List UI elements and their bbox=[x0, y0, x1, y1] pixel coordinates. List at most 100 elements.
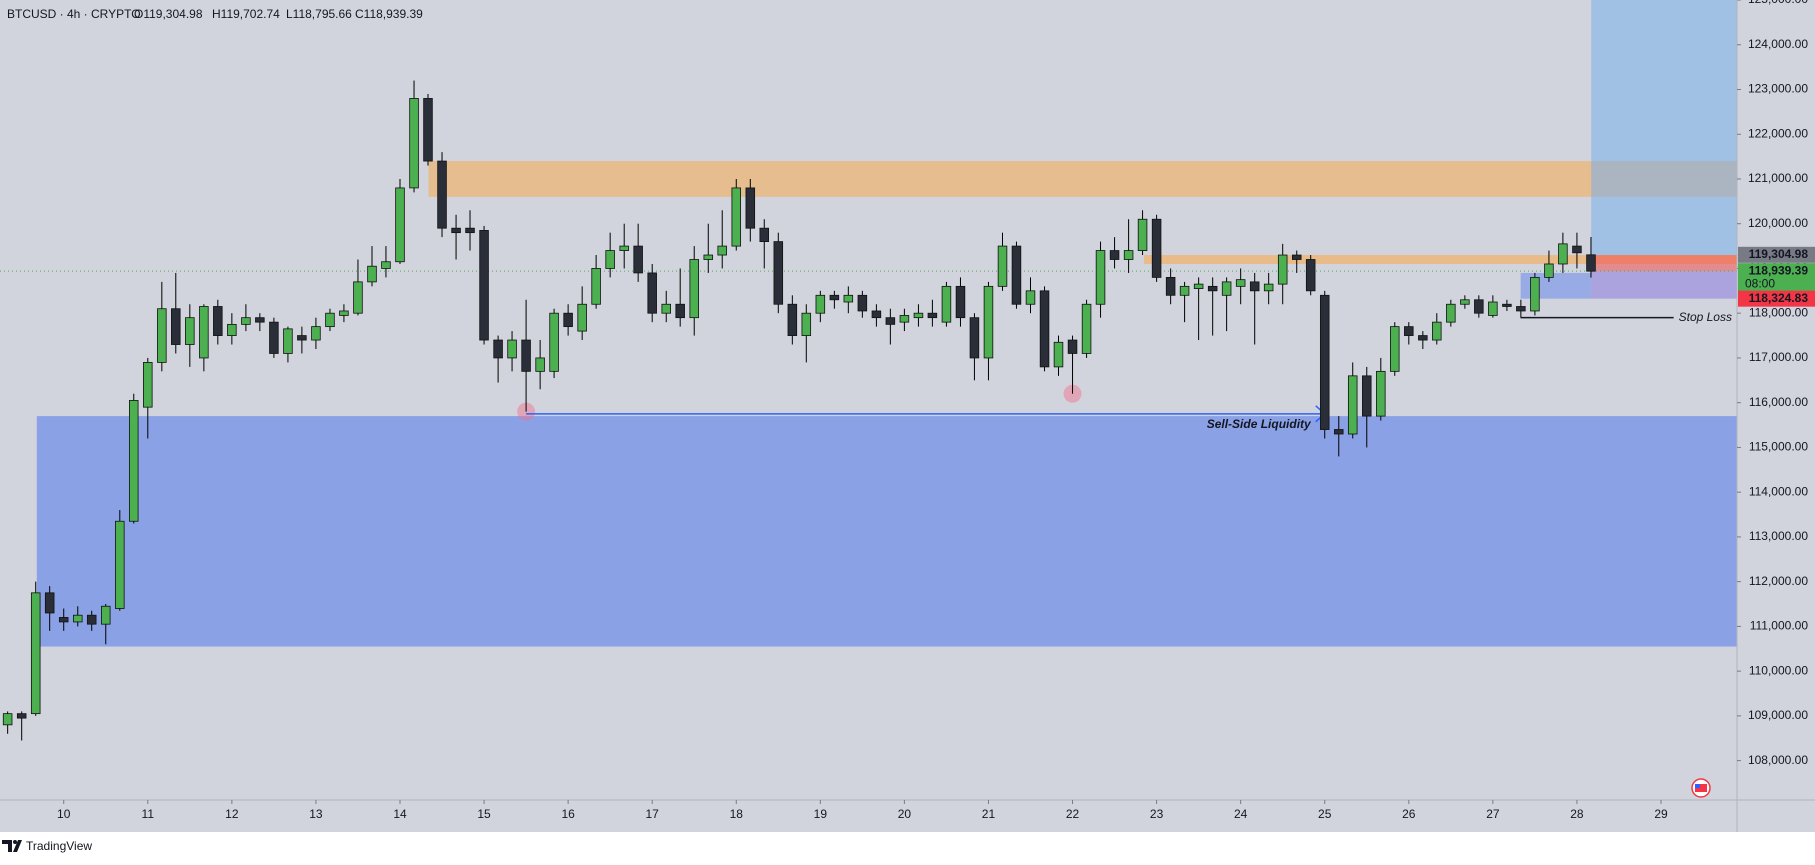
candle-body bbox=[787, 303, 798, 336]
candle-body bbox=[521, 339, 531, 372]
price-badge bbox=[1738, 246, 1815, 263]
candle-body bbox=[689, 259, 699, 319]
candle-body bbox=[703, 254, 714, 260]
candle-body bbox=[213, 306, 223, 336]
candle-body bbox=[44, 592, 55, 614]
candle-body bbox=[101, 605, 111, 625]
candle-body bbox=[1319, 294, 1330, 430]
candle-body bbox=[1109, 250, 1120, 260]
flag-canton bbox=[1695, 784, 1700, 788]
candle-body bbox=[128, 400, 139, 522]
candle-body bbox=[801, 312, 812, 336]
price-badge-label: 118,939.39 bbox=[1749, 263, 1809, 277]
candle-body bbox=[451, 227, 461, 234]
candle-body bbox=[1404, 326, 1414, 336]
candle-body bbox=[157, 308, 167, 363]
candle-body bbox=[913, 312, 924, 319]
candle-body bbox=[1067, 339, 1078, 354]
candle-body bbox=[297, 335, 307, 341]
x-tick-label: 10 bbox=[57, 807, 71, 821]
candle-body bbox=[941, 285, 952, 323]
candle-body bbox=[1474, 299, 1484, 314]
x-tick-label: 15 bbox=[477, 807, 491, 821]
zone bbox=[428, 161, 1737, 197]
y-tick-label: 114,000.00 bbox=[1749, 484, 1808, 498]
candle-body bbox=[1544, 263, 1554, 278]
candle-body bbox=[1446, 303, 1456, 323]
level-label: Sell-Side Liquidity bbox=[1207, 417, 1312, 431]
candle-body bbox=[1011, 245, 1022, 305]
x-tick-label: 27 bbox=[1486, 807, 1500, 821]
candle-body bbox=[1165, 277, 1176, 296]
price-badge bbox=[1738, 263, 1815, 293]
candle-body bbox=[423, 98, 433, 162]
candle-body bbox=[16, 713, 27, 719]
candle-body bbox=[1586, 254, 1596, 272]
zone bbox=[1591, 255, 1737, 272]
candle-body bbox=[1305, 259, 1316, 292]
x-tick-label: 20 bbox=[898, 807, 912, 821]
candle-body bbox=[549, 312, 559, 372]
x-tick-label: 17 bbox=[646, 807, 660, 821]
candle-body bbox=[829, 294, 840, 301]
candle-body bbox=[409, 98, 419, 189]
candle-body bbox=[325, 312, 335, 328]
zone bbox=[1591, 0, 1737, 256]
candle-body bbox=[381, 261, 391, 269]
candle-body bbox=[1418, 335, 1428, 341]
candle-body bbox=[395, 187, 405, 263]
y-tick-label: 125,000.00 bbox=[1748, 0, 1808, 6]
y-tick-label: 117,000.00 bbox=[1749, 350, 1808, 364]
x-tick-label: 25 bbox=[1318, 807, 1332, 821]
candle-body bbox=[1193, 283, 1204, 289]
price-badge-label: 119,304.98 bbox=[1749, 247, 1809, 261]
zone bbox=[1591, 271, 1737, 299]
candle-body bbox=[843, 294, 854, 303]
y-tick-label: 116,000.00 bbox=[1749, 395, 1808, 409]
candle-body bbox=[661, 303, 671, 314]
candle-body bbox=[1221, 281, 1232, 296]
candle-body bbox=[815, 294, 826, 314]
y-tick-label: 118,000.00 bbox=[1749, 305, 1808, 319]
candle-body bbox=[871, 310, 882, 319]
x-tick-label: 11 bbox=[142, 807, 155, 821]
y-tick-label: 120,000.00 bbox=[1748, 216, 1808, 230]
candle-body bbox=[1235, 279, 1246, 287]
y-tick-label: 123,000.00 bbox=[1748, 82, 1808, 96]
ohlc-close: C118,939.39 bbox=[355, 7, 423, 21]
candle-body bbox=[58, 617, 69, 623]
candle-body bbox=[1151, 218, 1162, 278]
x-tick-label: 19 bbox=[814, 807, 828, 821]
x-tick-label: 24 bbox=[1234, 807, 1248, 821]
candle-body bbox=[227, 323, 237, 336]
candle-body bbox=[199, 306, 209, 359]
candle-body bbox=[1558, 243, 1568, 265]
candle-body bbox=[633, 245, 643, 274]
zone bbox=[1143, 255, 1737, 264]
candle-body bbox=[86, 614, 97, 625]
candle-body bbox=[2, 713, 13, 726]
candle-body bbox=[1432, 321, 1442, 341]
candle-body bbox=[479, 230, 489, 341]
candle-body bbox=[1390, 326, 1400, 372]
candle-body bbox=[1291, 254, 1302, 260]
candle-body bbox=[955, 285, 966, 319]
candle-body bbox=[605, 250, 615, 269]
candle-body bbox=[353, 281, 363, 314]
candle-body bbox=[493, 339, 503, 359]
candle-body bbox=[1334, 429, 1344, 435]
ohlc-open: O119,304.98 bbox=[134, 7, 203, 21]
candle-body bbox=[1249, 281, 1260, 292]
candle-body bbox=[73, 614, 83, 623]
candle-body bbox=[143, 362, 153, 408]
level-label: Stop Loss bbox=[1679, 310, 1732, 324]
candle-body bbox=[577, 303, 587, 332]
candle-body bbox=[283, 328, 293, 354]
candle-body bbox=[1081, 303, 1092, 354]
candle-body bbox=[1039, 290, 1050, 368]
logo-icon bbox=[2, 840, 22, 852]
candle-body bbox=[1277, 254, 1288, 285]
candle-body bbox=[30, 592, 41, 715]
candle-body bbox=[1516, 306, 1526, 312]
